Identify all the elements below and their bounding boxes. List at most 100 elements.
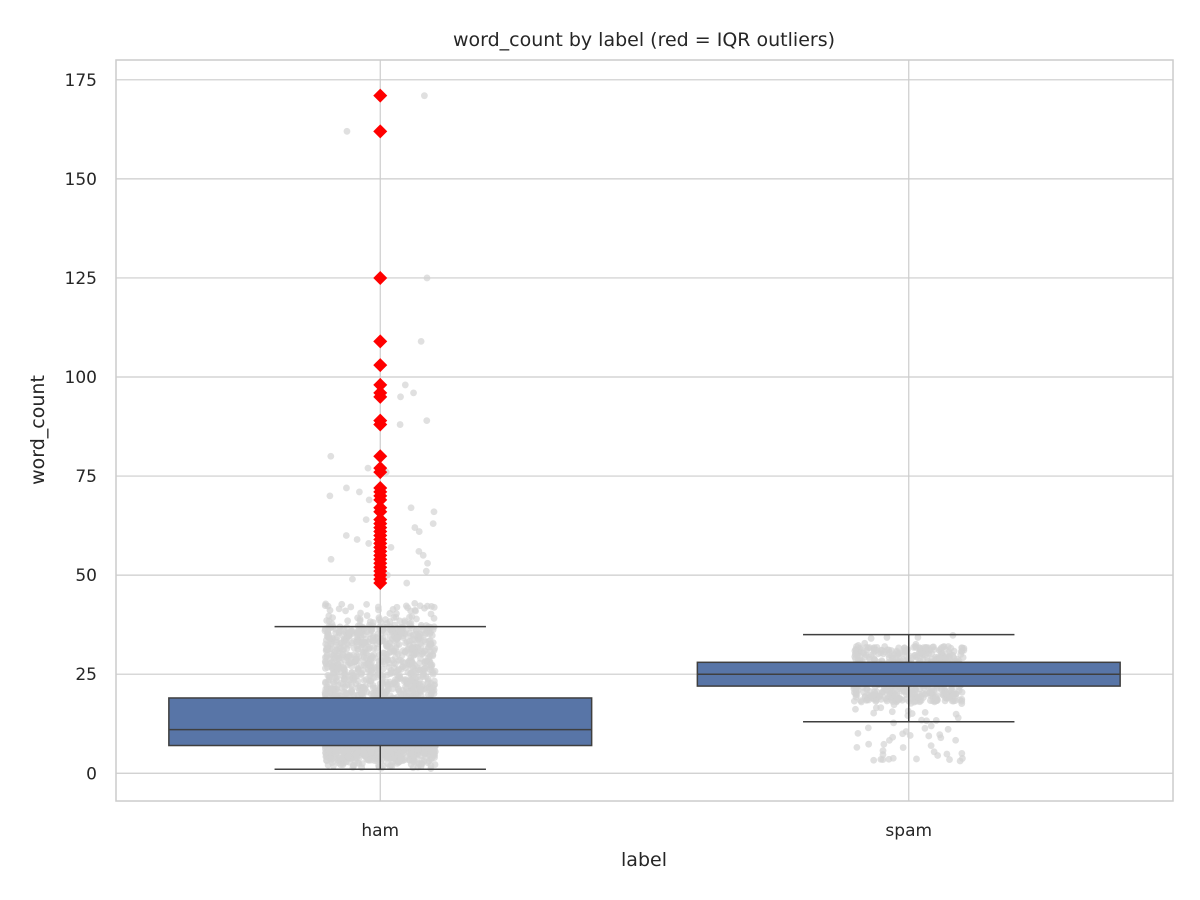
observation-point: [416, 602, 424, 610]
observation-point: [367, 661, 375, 669]
observation-point: [322, 664, 329, 672]
observation-point: [387, 543, 395, 551]
observation-point: [339, 631, 347, 639]
observation-point: [419, 551, 427, 559]
observation-point: [890, 701, 898, 709]
observation-point: [422, 629, 430, 637]
observation-point: [327, 555, 335, 563]
outlier-marker: [373, 449, 388, 464]
observation-point: [389, 656, 396, 664]
observation-point: [386, 747, 394, 754]
observation-point: [889, 733, 897, 741]
observation-point: [863, 646, 871, 654]
outlier-marker: [373, 385, 388, 400]
observation-point: [355, 760, 363, 768]
observation-point: [343, 484, 350, 492]
observation-point: [360, 661, 368, 669]
observation-point: [323, 651, 331, 659]
observation-point: [402, 602, 410, 610]
observation-point: [936, 654, 943, 661]
observation-point: [403, 579, 411, 587]
observation-point: [336, 643, 343, 651]
observation-point: [867, 635, 875, 642]
observation-point: [429, 520, 437, 528]
observation-point: [392, 613, 400, 621]
observation-point: [330, 680, 338, 687]
y-axis-label: word_count: [27, 375, 49, 485]
observation-point: [932, 694, 940, 701]
observation-point: [332, 636, 340, 643]
observation-point: [861, 639, 869, 647]
observation-point: [390, 648, 398, 656]
observation-point: [394, 666, 402, 674]
observation-point: [958, 750, 966, 757]
observation-point: [943, 750, 951, 758]
observation-point: [954, 655, 961, 663]
observation-point: [354, 631, 362, 638]
observation-point: [324, 671, 332, 679]
y-tick-label: 50: [75, 566, 97, 586]
y-tick-label: 125: [65, 269, 97, 289]
observation-point: [375, 748, 383, 756]
observation-point: [877, 704, 885, 712]
observation-point: [367, 668, 375, 675]
observation-point: [327, 452, 335, 460]
observation-point: [426, 647, 434, 655]
y-tick-label: 100: [65, 368, 97, 388]
observation-point: [930, 748, 938, 756]
observation-point: [370, 674, 377, 682]
outlier-marker: [373, 500, 388, 515]
observation-point: [431, 667, 439, 675]
observation-point: [856, 653, 864, 661]
observation-point: [365, 540, 373, 547]
observation-point: [422, 567, 430, 575]
y-tick-label: 25: [75, 665, 97, 685]
observation-point: [946, 655, 953, 663]
observation-point: [407, 607, 414, 615]
observation-point: [384, 753, 392, 761]
observation-point: [364, 464, 372, 472]
observation-point: [910, 698, 918, 706]
observation-point: [404, 688, 412, 696]
observation-point: [852, 705, 859, 713]
observation-point: [343, 127, 351, 135]
observation-point: [899, 744, 907, 751]
observation-point: [379, 634, 387, 642]
observation-point: [427, 641, 435, 649]
observation-point: [952, 736, 960, 744]
observation-point: [916, 644, 923, 652]
observation-point: [359, 638, 367, 646]
observation-point: [956, 757, 964, 765]
observation-point: [428, 754, 436, 762]
observation-point: [416, 680, 423, 688]
observation-point: [872, 697, 880, 705]
observation-point: [926, 689, 934, 696]
observation-point: [411, 599, 419, 607]
observation-point: [920, 694, 927, 701]
observation-point: [871, 647, 878, 655]
y-tick-label: 175: [65, 71, 97, 91]
observation-point: [941, 697, 949, 705]
observation-point: [944, 643, 952, 650]
boxes: [168, 625, 1121, 771]
observation-point: [891, 691, 899, 699]
observation-point: [324, 629, 331, 637]
observation-point: [430, 508, 438, 516]
outlier-markers: [373, 88, 388, 591]
observation-point: [368, 625, 376, 633]
observation-point: [356, 617, 364, 625]
observation-point: [880, 740, 888, 748]
observation-point: [407, 676, 415, 684]
iqr-box: [168, 697, 593, 747]
outlier-marker: [373, 413, 388, 428]
observation-point: [871, 656, 879, 664]
observation-point: [932, 717, 940, 724]
observation-point: [410, 389, 417, 397]
observation-point: [879, 756, 887, 764]
observation-point: [344, 617, 352, 625]
observation-point: [336, 754, 344, 762]
observation-point: [415, 528, 423, 535]
observation-point: [431, 761, 439, 768]
observation-point: [428, 632, 436, 639]
observation-point: [914, 693, 922, 701]
